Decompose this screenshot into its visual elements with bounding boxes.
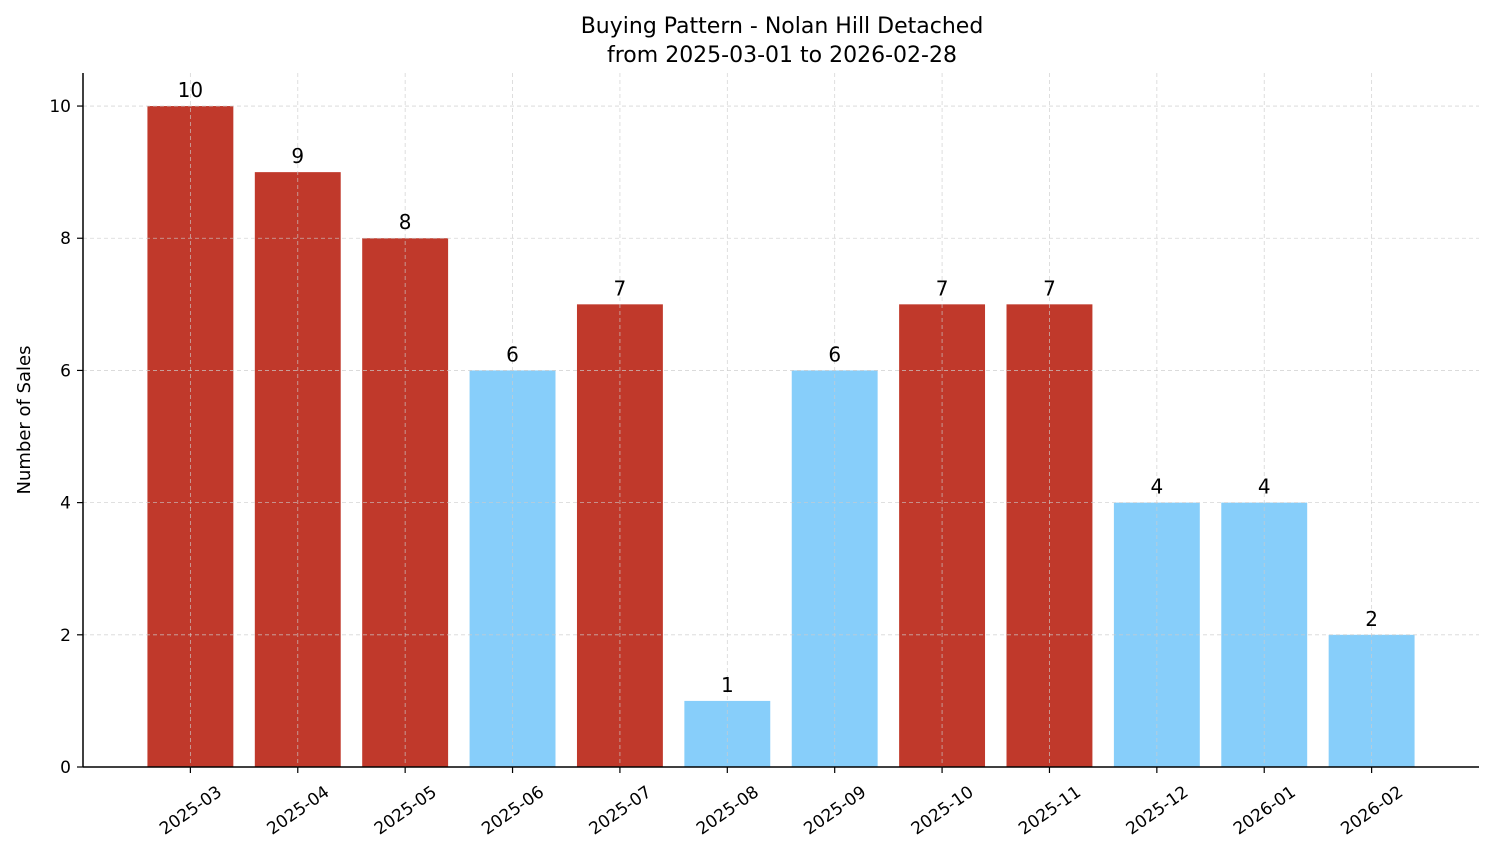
bar-2025-03 [147, 106, 234, 768]
x-tick-label: 2025-12 [1123, 782, 1193, 839]
y-tick-label: 8 [60, 229, 71, 249]
bar-2025-06 [469, 370, 556, 767]
data-label: 4 [1150, 475, 1163, 499]
y-tick-label: 10 [49, 97, 71, 117]
x-tick-label: 2025-06 [478, 782, 548, 839]
x-tick-label: 2025-08 [693, 782, 763, 839]
x-tick-label: 2026-01 [1230, 782, 1300, 839]
y-tick-label: 4 [60, 494, 71, 514]
x-tick-label: 2025-11 [1015, 782, 1085, 839]
data-label: 2 [1365, 607, 1378, 631]
data-label: 1 [721, 673, 734, 697]
data-label: 10 [178, 78, 203, 102]
y-tick-label: 2 [60, 626, 71, 646]
data-label: 4 [1258, 475, 1271, 499]
bar-2025-09 [791, 370, 878, 767]
chart-title: Buying Pattern - Nolan Hill Detached [581, 14, 984, 39]
data-label: 7 [936, 276, 949, 300]
x-tick-label: 2025-10 [908, 782, 978, 839]
data-label: 7 [614, 276, 627, 300]
x-tick-label: 2026-02 [1337, 782, 1407, 839]
chart-subtitle: from 2025-03-01 to 2026-02-28 [607, 43, 957, 68]
x-tick-label: 2025-05 [371, 782, 441, 839]
data-label: 6 [506, 342, 519, 366]
data-label: 9 [291, 144, 304, 168]
y-tick-label: 0 [60, 758, 71, 778]
x-tick-label: 2025-04 [264, 782, 334, 839]
data-label: 8 [399, 210, 412, 234]
data-label: 6 [828, 342, 841, 366]
y-axis-label: Number of Sales [14, 345, 35, 494]
x-tick-label: 2025-03 [156, 782, 226, 839]
data-label: 7 [1043, 276, 1056, 300]
y-tick-label: 6 [60, 361, 71, 381]
x-tick-label: 2025-07 [586, 782, 656, 839]
x-tick-label: 2025-09 [800, 782, 870, 839]
